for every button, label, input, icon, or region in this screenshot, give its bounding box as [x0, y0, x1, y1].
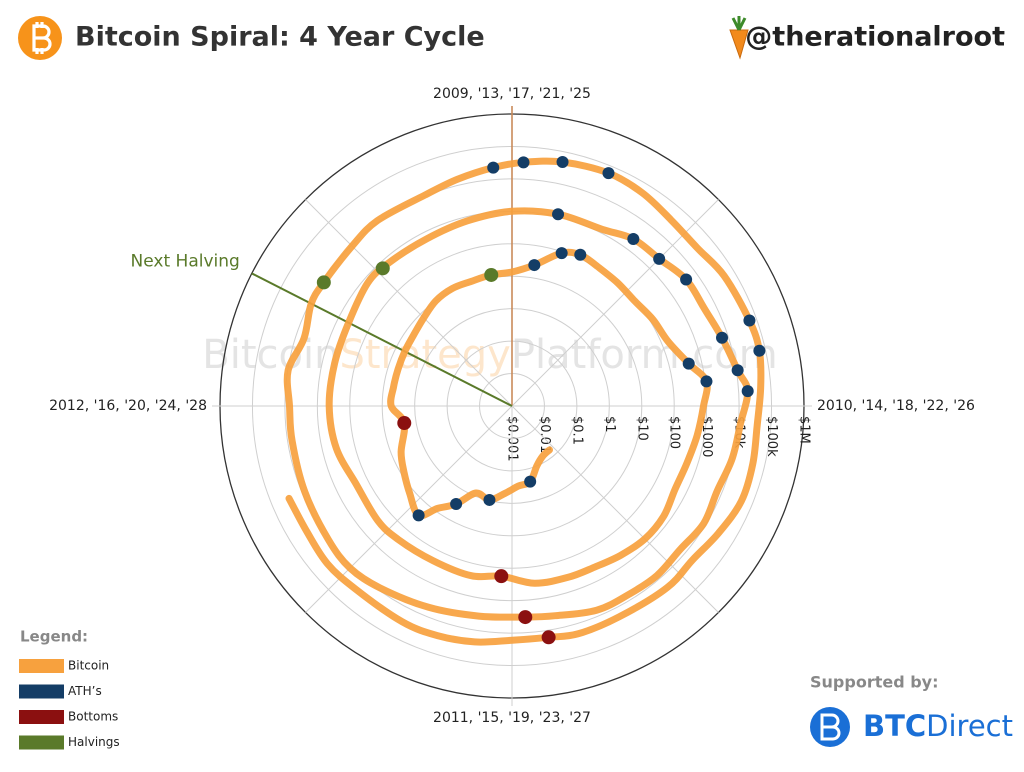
- marker: [743, 314, 756, 327]
- legend-swatch: [19, 684, 64, 699]
- legend-label: Halvings: [68, 735, 120, 749]
- watermark-part: Strategy: [339, 332, 510, 378]
- angle-tick-label: 2012, '16, '20, '24, '28: [49, 398, 207, 414]
- angle-tick-label: 2010, '14, '18, '22, '26: [817, 398, 975, 414]
- marker: [518, 610, 533, 625]
- marker: [627, 233, 640, 246]
- marker: [700, 375, 713, 388]
- marker: [574, 248, 587, 261]
- polar-grid: $0.001 $0.01 $0.1 $1 $10 $100 $1000 $10k $100k $1…: [49, 86, 975, 726]
- carrot-icon: [729, 16, 749, 60]
- legend-title: Legend:: [20, 628, 88, 646]
- marker: [602, 167, 615, 180]
- btcdirect-logo: [810, 707, 850, 747]
- handle: @therationalroot: [745, 22, 1005, 53]
- r-tick-label: $1: [602, 416, 617, 433]
- marker: [524, 475, 537, 488]
- r-tick-label: $0.01: [537, 416, 552, 453]
- legend-label: Bottoms: [68, 710, 118, 724]
- marker: [556, 155, 569, 168]
- marker: [517, 156, 530, 169]
- sponsor-brand: BTCDirect: [863, 709, 1013, 743]
- marker: [528, 259, 541, 272]
- marker: [375, 261, 390, 276]
- r-tick-label: $10: [634, 416, 649, 441]
- brand-rest: Direct: [926, 709, 1013, 743]
- marker: [753, 344, 766, 357]
- watermark: BitcoinStrategyPlatform.com: [202, 332, 777, 378]
- marker: [682, 357, 695, 370]
- title: Bitcoin Spiral: 4 Year Cycle: [75, 22, 485, 53]
- marker: [741, 385, 754, 398]
- legend-label: Bitcoin: [68, 659, 109, 673]
- marker: [494, 569, 509, 584]
- legend-swatch: [19, 735, 64, 750]
- annotation-label: Next Halving: [131, 251, 240, 271]
- grid-spoke: [305, 199, 513, 407]
- angle-tick-label: 2009, '13, '17, '21, '25: [433, 86, 591, 102]
- marker: [555, 247, 568, 260]
- legend-swatch: [19, 710, 64, 724]
- marker: [484, 267, 499, 282]
- marker: [412, 509, 425, 522]
- brand-bold: BTC: [863, 709, 926, 743]
- marker: [397, 416, 412, 431]
- spiral-line: [283, 157, 765, 646]
- r-tick-label: $100k: [764, 416, 779, 457]
- marker: [487, 161, 500, 174]
- r-tick-label: $0.1: [569, 416, 584, 445]
- marker: [483, 493, 496, 506]
- r-tick-label: $1M: [797, 416, 812, 444]
- grid-spoke: [511, 405, 719, 613]
- angle-tick-label: 2011, '15, '19, '23, '27: [433, 710, 591, 726]
- sponsor-label: Supported by:: [810, 673, 939, 692]
- marker: [716, 331, 729, 344]
- r-tick-label: $100: [667, 416, 682, 449]
- legend-swatch: [19, 659, 64, 673]
- marker: [450, 497, 463, 510]
- legend-label: ATH’s: [68, 684, 102, 698]
- watermark-part: Bitcoin: [202, 332, 339, 378]
- legend: Legend: Bitcoin ATH’s Bottoms Halvings: [19, 628, 120, 750]
- bitcoin-logo-mark: [32, 22, 52, 54]
- marker: [653, 252, 666, 265]
- marker: [731, 364, 744, 377]
- marker: [316, 275, 331, 290]
- marker: [541, 630, 556, 645]
- marker: [552, 208, 565, 221]
- marker: [680, 273, 693, 286]
- annotation-line: [251, 272, 513, 407]
